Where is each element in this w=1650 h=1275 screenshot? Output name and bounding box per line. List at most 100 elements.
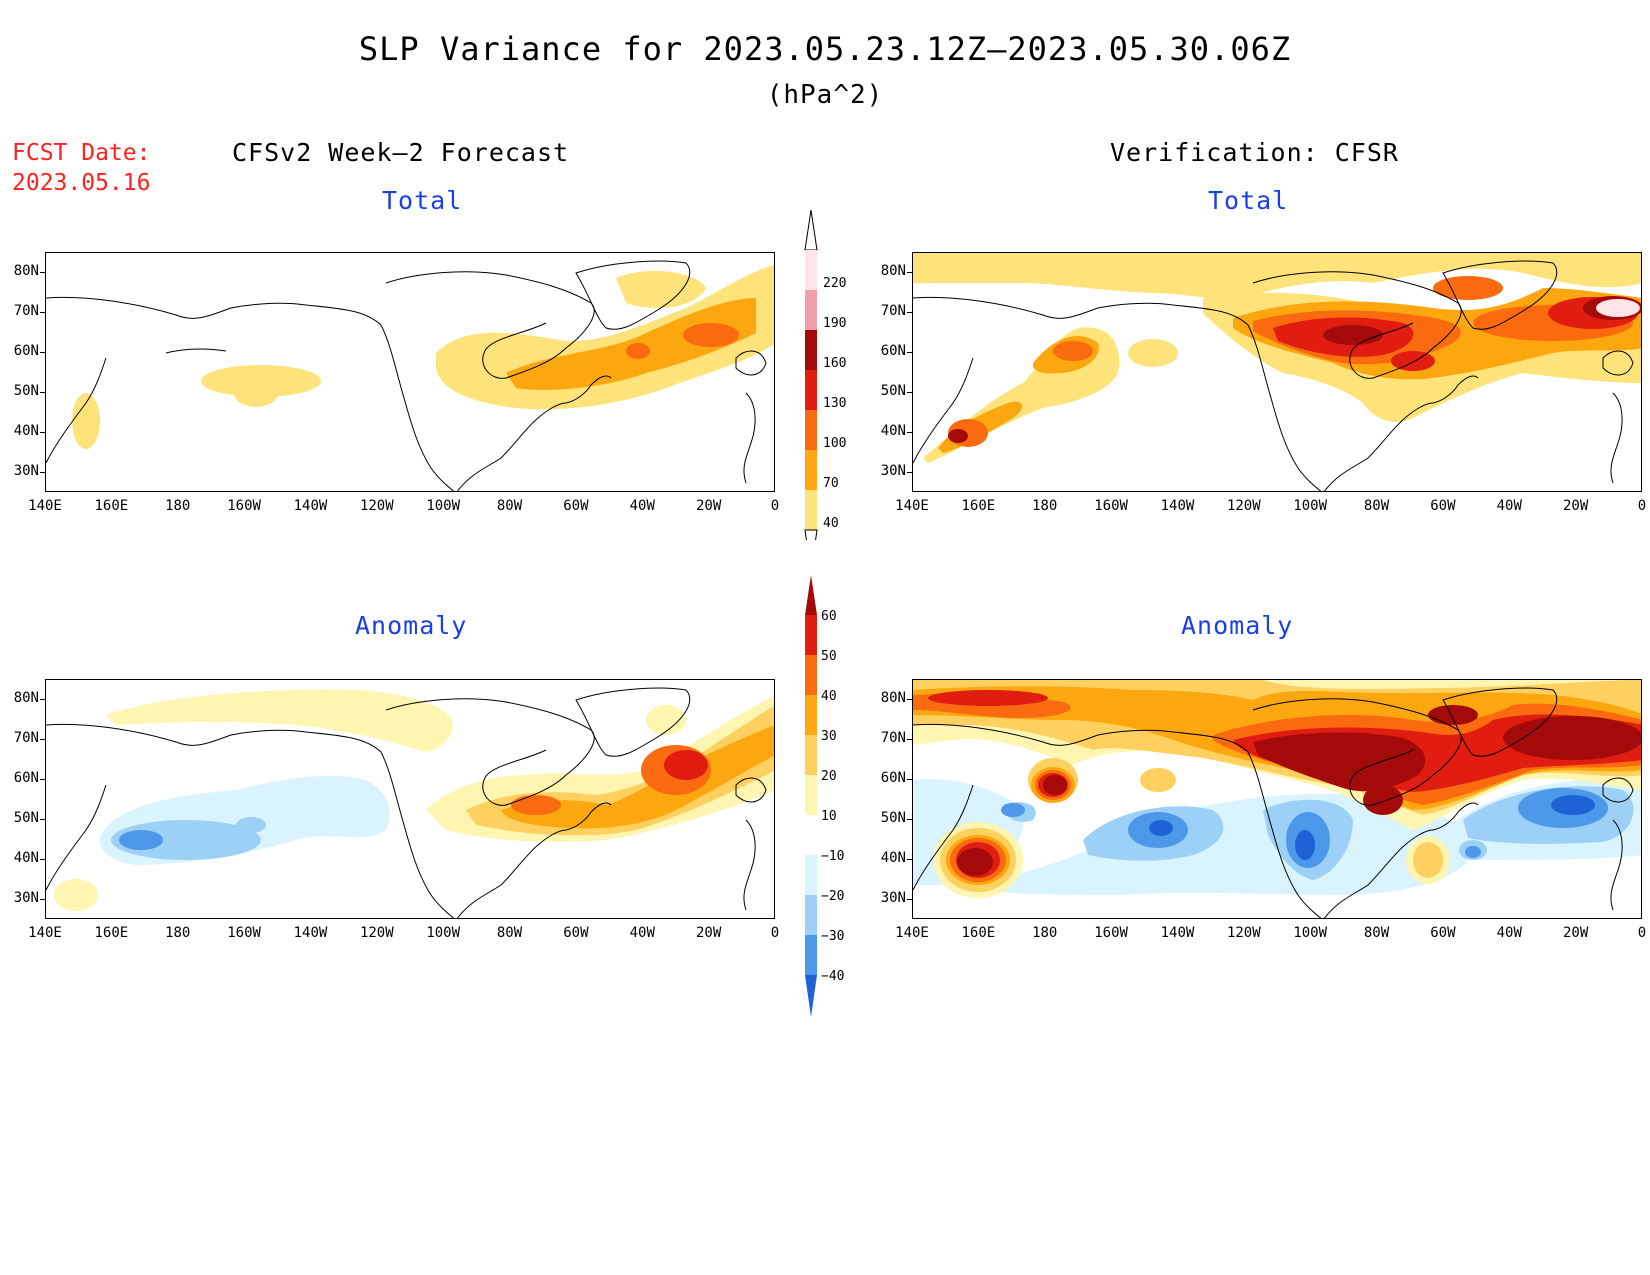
total-colorbar-top-arrow xyxy=(804,210,818,251)
total-colorbar-label: 190 xyxy=(823,316,846,331)
anomaly-colorbar: 60 50 40 30 20 10 −10 −20 −30 −40 xyxy=(805,575,844,1017)
lat-label-verification-total: 50N xyxy=(880,383,906,399)
lat-tick-verification-anomaly xyxy=(907,779,912,780)
lat-tick-forecast-total xyxy=(40,472,45,473)
lon-label-verification-total: 20W xyxy=(1562,498,1589,514)
lon-label-forecast-total: 80W xyxy=(496,498,523,514)
map-verification-total-canvas xyxy=(913,253,1641,491)
lat-label-forecast-anomaly: 60N xyxy=(13,770,39,786)
lat-label-verification-total: 60N xyxy=(880,343,906,359)
anomaly-colorbar-box xyxy=(805,855,817,895)
lat-label-forecast-anomaly: 70N xyxy=(13,730,39,746)
lon-label-verification-total: 180 xyxy=(1032,498,1058,514)
anomaly-colorbar-top-arrow xyxy=(805,575,817,615)
lat-tick-verification-total xyxy=(907,392,912,393)
lat-label-forecast-anomaly: 50N xyxy=(13,810,39,826)
lat-tick-forecast-anomaly xyxy=(40,819,45,820)
lat-label-forecast-total: 80N xyxy=(13,263,39,279)
lon-label-forecast-total: 20W xyxy=(695,498,722,514)
lon-label-forecast-total: 140E xyxy=(28,498,62,514)
shading-neg40 xyxy=(1149,795,1595,860)
lat-tick-verification-total xyxy=(907,272,912,273)
lon-label-forecast-anomaly: 60W xyxy=(563,925,589,941)
lon-label-verification-anomaly: 0 xyxy=(1637,925,1647,941)
anomaly-colorbar-label: 50 xyxy=(821,649,837,664)
lon-label-verification-total: 40W xyxy=(1496,498,1522,514)
lat-tick-verification-anomaly xyxy=(907,699,912,700)
shading-220 xyxy=(1596,299,1640,317)
total-colorbar: 220 190 160 130 100 70 40 xyxy=(804,210,846,540)
total-colorbar-box xyxy=(805,410,817,450)
total-colorbar-label: 70 xyxy=(823,476,839,491)
anomaly-colorbar-label: 30 xyxy=(821,729,837,744)
anomaly-colorbar-label: −40 xyxy=(821,969,844,984)
anomaly-colorbar-box xyxy=(805,615,817,655)
total-colorbar-box xyxy=(805,490,817,530)
lat-label-verification-total: 40N xyxy=(880,423,906,439)
lat-tick-forecast-anomaly xyxy=(40,899,45,900)
total-colorbar-box xyxy=(805,250,817,290)
lon-label-verification-anomaly: 120W xyxy=(1226,925,1261,941)
lat-tick-verification-anomaly xyxy=(907,859,912,860)
lon-label-verification-total: 100W xyxy=(1293,498,1328,514)
lon-label-verification-total: 80W xyxy=(1363,498,1390,514)
lat-label-verification-anomaly: 60N xyxy=(880,770,906,786)
map-verification-anomaly-canvas xyxy=(913,680,1641,918)
anomaly-colorbar-box xyxy=(805,895,817,935)
lon-label-verification-total: 160E xyxy=(961,498,996,514)
lat-label-forecast-total: 50N xyxy=(13,383,39,399)
coastlines xyxy=(46,687,767,918)
panel-label-verification-total: Total xyxy=(1208,186,1289,215)
total-colorbar-label: 160 xyxy=(823,356,846,371)
total-colorbar-box xyxy=(805,370,817,410)
lon-label-forecast-total: 100W xyxy=(426,498,461,514)
lon-label-forecast-anomaly: 40W xyxy=(629,925,655,941)
shading-60 xyxy=(957,705,1641,876)
total-colorbar-label: 220 xyxy=(823,276,846,291)
right-column-title: Verification: CFSR xyxy=(1110,138,1399,167)
lon-label-verification-total: 140W xyxy=(1160,498,1195,514)
anomaly-colorbar-box xyxy=(805,655,817,695)
lon-label-verification-anomaly: 160W xyxy=(1094,925,1128,941)
shading-neg20 xyxy=(111,817,266,860)
lat-tick-verification-total xyxy=(907,432,912,433)
anomaly-colorbar-box xyxy=(805,695,817,735)
lon-label-verification-anomaly: 140E xyxy=(895,925,929,941)
total-colorbar-box xyxy=(805,290,817,330)
map-verification-total xyxy=(912,252,1642,492)
lon-label-forecast-total: 120W xyxy=(359,498,394,514)
fcst-date-value: 2023.05.16 xyxy=(12,170,151,196)
lon-label-forecast-anomaly: 20W xyxy=(695,925,722,941)
lat-label-verification-total: 80N xyxy=(880,263,906,279)
lat-tick-verification-anomaly xyxy=(907,739,912,740)
total-colorbar-bottom-arrow xyxy=(804,529,818,540)
lon-label-verification-total: 60W xyxy=(1430,498,1456,514)
panel-label-verification-anomaly: Anomaly xyxy=(1181,611,1294,640)
lon-label-forecast-total: 60W xyxy=(563,498,589,514)
lat-label-forecast-total: 30N xyxy=(13,463,39,479)
lon-label-verification-anomaly: 40W xyxy=(1496,925,1522,941)
panel-label-forecast-anomaly: Anomaly xyxy=(355,611,468,640)
lon-label-forecast-total: 0 xyxy=(770,498,780,514)
anomaly-colorbar-label: 60 xyxy=(821,609,837,624)
total-colorbar-label: 40 xyxy=(823,516,839,531)
lon-label-verification-total: 0 xyxy=(1637,498,1647,514)
lon-label-verification-total: 120W xyxy=(1226,498,1261,514)
lon-label-forecast-total: 140W xyxy=(293,498,328,514)
lon-label-verification-anomaly: 160E xyxy=(961,925,996,941)
anomaly-colorbar-label: 40 xyxy=(821,689,837,704)
coastlines xyxy=(913,687,1634,918)
lon-label-forecast-anomaly: 80W xyxy=(496,925,523,941)
lat-label-verification-total: 30N xyxy=(880,463,906,479)
lon-label-forecast-anomaly: 160E xyxy=(94,925,129,941)
anomaly-colorbar-box xyxy=(805,815,817,855)
lon-label-verification-anomaly: 20W xyxy=(1562,925,1589,941)
anomaly-colorbar-box xyxy=(805,935,817,975)
lat-tick-forecast-total xyxy=(40,352,45,353)
lon-label-forecast-anomaly: 160W xyxy=(227,925,261,941)
lon-label-verification-anomaly: 180 xyxy=(1032,925,1058,941)
map-verification-anomaly xyxy=(912,679,1642,919)
anomaly-colorbar-label: −30 xyxy=(821,929,844,944)
lon-label-forecast-total: 180 xyxy=(165,498,191,514)
total-colorbar-label: 100 xyxy=(823,436,846,451)
